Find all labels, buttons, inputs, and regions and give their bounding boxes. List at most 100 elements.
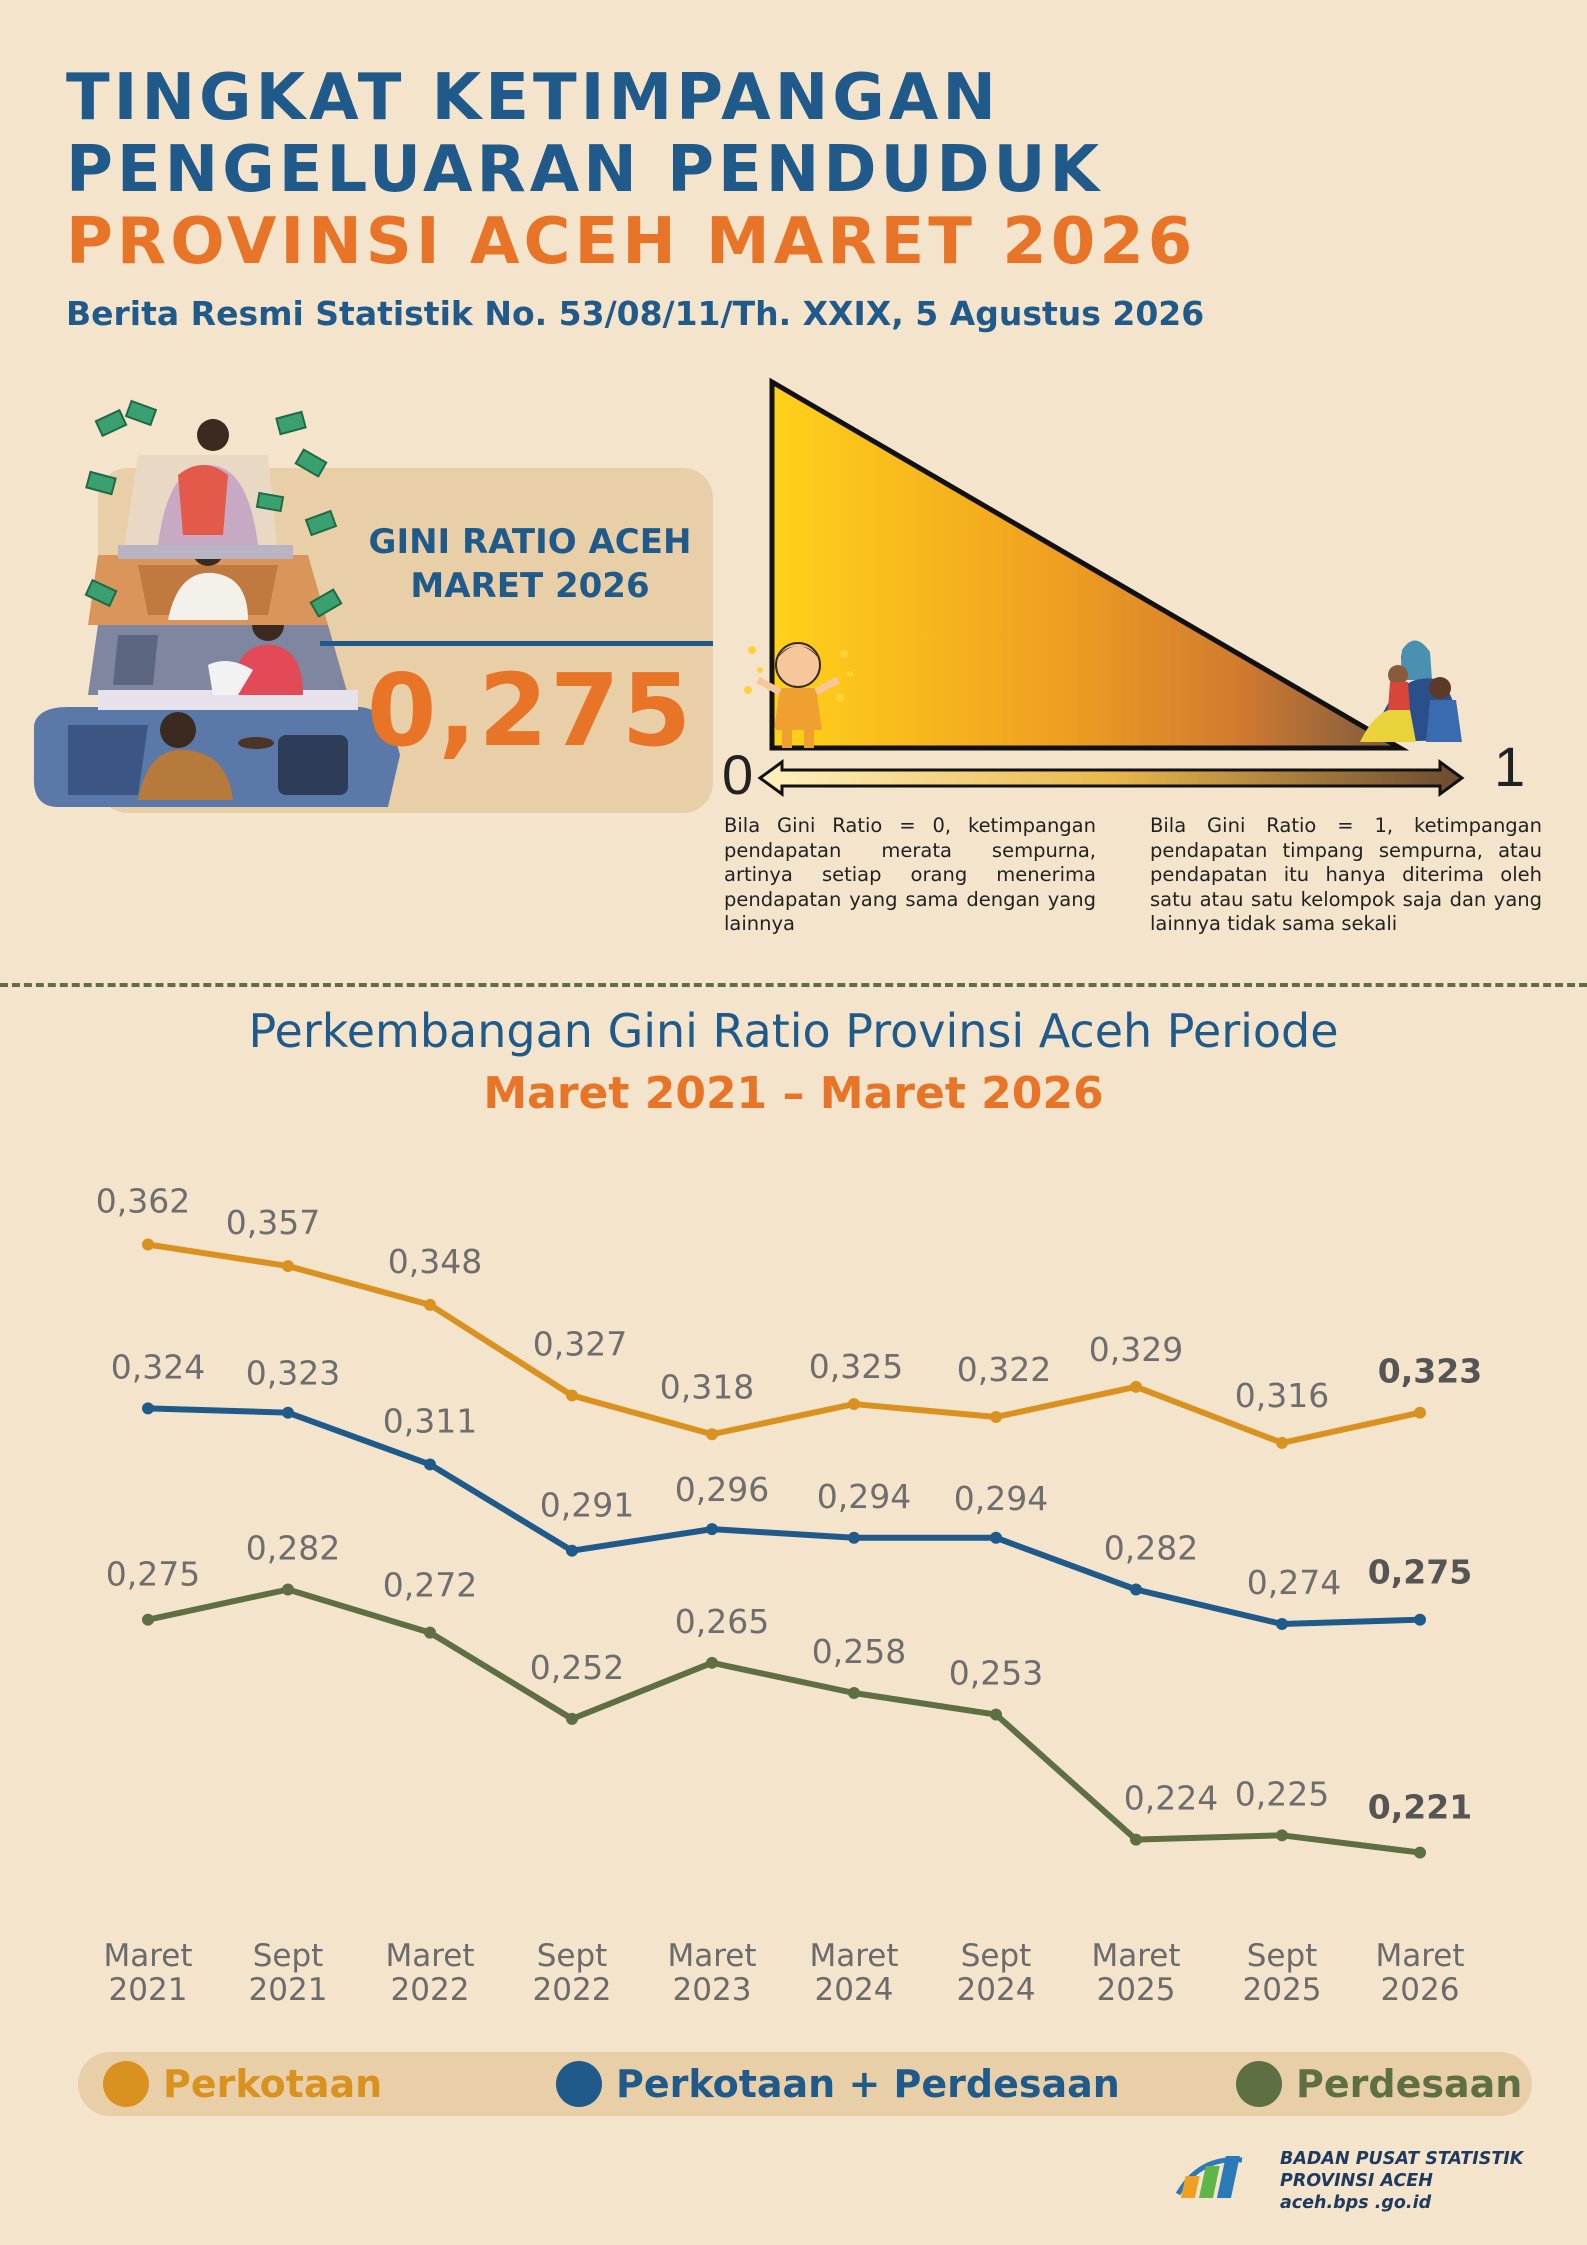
- data-label-perkotaan-7: 0,329: [1089, 1330, 1183, 1369]
- data-point-perkotaan-2: [424, 1298, 436, 1311]
- data-label-perkotaan-perdesaan-0: 0,324: [111, 1347, 205, 1386]
- data-point-perkotaan-4: [706, 1428, 718, 1441]
- data-point-perkotaan-perdesaan-3: [566, 1544, 578, 1557]
- data-label-perkotaan-perdesaan-5: 0,294: [817, 1477, 911, 1516]
- data-label-perdesaan-3: 0,252: [530, 1648, 624, 1687]
- data-point-perdesaan-7: [1130, 1833, 1142, 1846]
- x-tick-label-4: Maret 2023: [667, 1938, 756, 2008]
- gini-label: GINI RATIO ACEH MARET 2026: [330, 520, 730, 608]
- data-point-perkotaan-perdesaan-4: [706, 1523, 718, 1536]
- data-label-perdesaan-2: 0,272: [383, 1566, 477, 1605]
- data-point-perdesaan-0: [142, 1613, 154, 1626]
- data-label-perkotaan-4: 0,318: [660, 1367, 754, 1406]
- scale-max-label: 1: [1494, 735, 1526, 798]
- x-tick-label-5: Maret 2024: [809, 1938, 898, 2008]
- title-line-2: PENGELUARAN PENDUDUK: [66, 133, 1104, 207]
- bps-url: aceh.bps .go.id: [1280, 2193, 1432, 2213]
- data-label-perdesaan-9: 0,221: [1368, 1788, 1472, 1827]
- x-tick-label-7: Maret 2025: [1091, 1938, 1180, 2008]
- data-label-perdesaan-0: 0,275: [106, 1555, 200, 1594]
- data-point-perdesaan-1: [282, 1583, 294, 1596]
- gini-value: 0,275: [366, 652, 694, 769]
- data-label-perkotaan-8: 0,316: [1235, 1376, 1329, 1415]
- data-point-perkotaan-perdesaan-6: [990, 1531, 1002, 1544]
- data-point-perdesaan-4: [706, 1656, 718, 1669]
- data-point-perkotaan-perdesaan-7: [1130, 1583, 1142, 1596]
- x-tick-label-2: Maret 2022: [385, 1938, 474, 2008]
- data-label-perkotaan-perdesaan-8: 0,274: [1247, 1563, 1341, 1602]
- data-label-perkotaan-perdesaan-3: 0,291: [540, 1486, 634, 1525]
- legend-label-perkotaan: Perkotaan: [163, 2062, 383, 2106]
- section-divider: [0, 983, 1587, 987]
- x-tick-label-9: Maret 2026: [1375, 1938, 1464, 2008]
- data-point-perkotaan-perdesaan-1: [282, 1406, 294, 1419]
- data-point-perkotaan-perdesaan-9: [1414, 1613, 1426, 1626]
- gini-scale-diagram: [744, 377, 1465, 797]
- data-label-perdesaan-6: 0,253: [949, 1654, 1043, 1693]
- data-label-perkotaan-5: 0,325: [809, 1347, 903, 1386]
- legend-item-perdesaan: Perdesaan: [1236, 2056, 1522, 2112]
- data-label-perdesaan-7: 0,224: [1124, 1779, 1218, 1818]
- x-tick-label-1: Sept 2021: [249, 1938, 328, 2008]
- data-point-perkotaan-perdesaan-0: [142, 1402, 154, 1415]
- chart-subtitle: Maret 2021 – Maret 2026: [483, 1068, 1104, 1119]
- x-tick-label-0: Maret 2021: [103, 1938, 192, 2008]
- gini-line-chart: 0,362 0,357 0,348 0,327 0,318 0,325 0,322 0,329…: [96, 1182, 1482, 2009]
- data-point-perdesaan-2: [424, 1626, 436, 1639]
- series-line-perkotaan-perdesaan: [147, 1405, 1421, 1627]
- data-point-perkotaan-3: [566, 1389, 578, 1402]
- legend-swatch-perkotaan: [103, 2061, 149, 2107]
- data-point-perkotaan-1: [282, 1260, 294, 1273]
- data-point-perdesaan-8: [1276, 1829, 1288, 1842]
- data-point-perdesaan-5: [848, 1687, 860, 1699]
- legend-swatch-perdesaan: [1236, 2061, 1282, 2107]
- legend-item-total: Perkotaan + Perdesaan: [556, 2056, 1120, 2112]
- data-label-perdesaan-5: 0,258: [812, 1632, 906, 1671]
- gini-label-line-2: MARET 2026: [410, 566, 650, 606]
- data-label-perkotaan-9: 0,323: [1378, 1352, 1482, 1391]
- x-tick-label-8: Sept 2025: [1243, 1938, 1322, 2008]
- title-line-1: TINGKAT KETIMPANGAN: [66, 61, 1000, 135]
- scale-arrow: [757, 759, 1465, 797]
- data-label-perkotaan-2: 0,348: [388, 1242, 482, 1281]
- data-label-perkotaan-perdesaan-4: 0,296: [675, 1470, 769, 1509]
- data-point-perkotaan-9: [1414, 1406, 1426, 1419]
- bps-logo-icon: [1175, 2156, 1243, 2198]
- data-point-perkotaan-5: [848, 1398, 860, 1411]
- data-point-perkotaan-0: [142, 1238, 154, 1251]
- unequal-group-figure: [1360, 640, 1462, 742]
- legend: [78, 2052, 1532, 2116]
- legend-label-perdesaan: Perdesaan: [1296, 2062, 1523, 2106]
- data-point-perkotaan-6: [990, 1411, 1002, 1423]
- legend-label-total: Perkotaan + Perdesaan: [616, 2062, 1120, 2106]
- data-point-perkotaan-7: [1130, 1380, 1142, 1393]
- inequality-illustration: [33, 399, 400, 807]
- data-label-perdesaan-4: 0,265: [675, 1602, 769, 1641]
- data-label-perkotaan-0: 0,362: [96, 1182, 190, 1221]
- bps-footer: BADAN PUSAT STATISTIK PROVINSI ACEH aceh…: [1280, 2148, 1523, 2214]
- data-point-perdesaan-3: [566, 1712, 578, 1725]
- data-label-perkotaan-perdesaan-6: 0,294: [954, 1479, 1048, 1518]
- data-point-perkotaan-perdesaan-8: [1276, 1618, 1288, 1630]
- chart-title: Perkembangan Gini Ratio Provinsi Aceh Pe…: [248, 1004, 1339, 1058]
- x-tick-label-3: Sept 2022: [533, 1938, 612, 2008]
- gini-divider: [320, 641, 713, 646]
- data-label-perkotaan-perdesaan-2: 0,311: [383, 1401, 477, 1440]
- note-gini-zero: Bila Gini Ratio = 0, ketimpangan pendapa…: [724, 814, 1096, 935]
- legend-swatch-total: [556, 2061, 602, 2107]
- legend-item-perkotaan: Perkotaan: [103, 2056, 382, 2112]
- data-point-perdesaan-6: [990, 1708, 1002, 1721]
- data-label-perkotaan-perdesaan-1: 0,323: [246, 1354, 340, 1393]
- gini-label-line-1: GINI RATIO ACEH: [368, 522, 692, 562]
- x-tick-label-6: Sept 2024: [957, 1938, 1036, 2008]
- release-subtitle: Berita Resmi Statistik No. 53/08/11/Th. …: [66, 294, 1205, 333]
- data-label-perdesaan-1: 0,282: [246, 1529, 340, 1568]
- data-point-perkotaan-perdesaan-5: [848, 1531, 860, 1544]
- title-line-3: PROVINSI ACEH MARET 2026: [66, 205, 1197, 279]
- data-label-perkotaan-perdesaan-9: 0,275: [1368, 1553, 1472, 1592]
- series-line-perkotaan: [147, 1241, 1421, 1446]
- data-label-perkotaan-3: 0,327: [533, 1324, 627, 1363]
- series-line-perdesaan: [147, 1586, 1421, 1856]
- data-point-perkotaan-perdesaan-2: [424, 1458, 436, 1471]
- data-label-perdesaan-8: 0,225: [1235, 1774, 1329, 1813]
